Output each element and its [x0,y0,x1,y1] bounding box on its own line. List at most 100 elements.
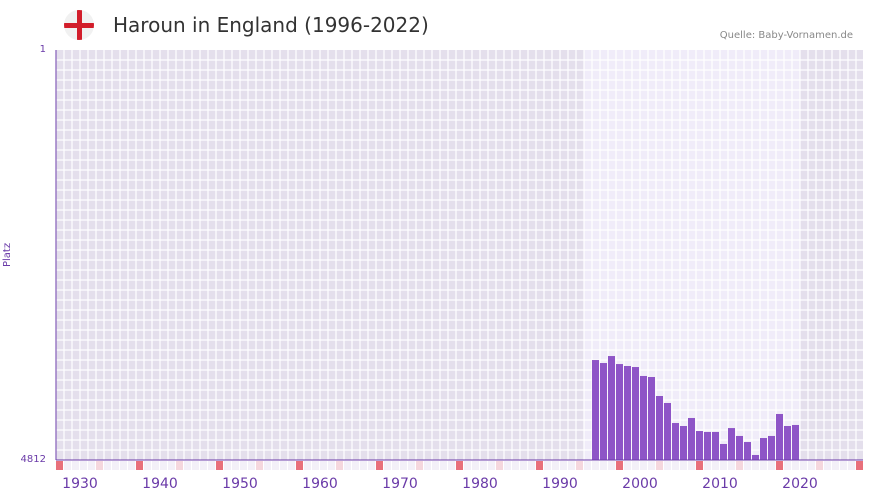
year-marker [104,461,111,470]
year-marker [832,461,839,470]
year-marker [648,461,655,470]
year-marker [288,461,295,470]
year-marker [128,461,135,470]
bar-1998 [608,356,615,460]
bar-2009 [696,431,703,460]
bar-2014 [736,435,743,460]
year-marker [448,461,455,470]
year-marker [552,461,559,470]
bar-1999 [616,364,623,460]
year-marker [496,461,503,470]
x-tick-label: 1960 [302,476,338,492]
year-marker [64,461,71,470]
year-marker [336,461,343,470]
year-marker [456,461,463,470]
year-marker [704,461,711,470]
year-marker [528,461,535,470]
year-marker [256,461,263,470]
year-marker [512,461,519,470]
year-marker [544,461,551,470]
year-marker [216,461,223,470]
year-marker [656,461,663,470]
bar-2000 [624,366,631,460]
year-marker [352,461,359,470]
year-marker [736,461,743,470]
year-marker [728,461,735,470]
year-marker [792,461,799,470]
year-marker [672,461,679,470]
year-marker [400,461,407,470]
y-tick-top: 1 [39,44,46,55]
source-link[interactable]: Quelle: Baby-Vornamen.de [719,30,853,41]
year-marker [576,461,583,470]
year-marker [440,461,447,470]
year-marker [296,461,303,470]
x-tick-label: 1980 [462,476,498,492]
bar-2008 [688,417,695,460]
bar-2006 [672,423,679,460]
year-marker [232,461,239,470]
bar-2018 [768,435,775,460]
year-marker [432,461,439,470]
bar-2015 [744,442,751,460]
bar-2020 [784,425,791,460]
bar-2011 [712,431,719,460]
year-marker [320,461,327,470]
year-marker [96,461,103,470]
bar-2019 [776,413,783,460]
bar-2001 [632,367,639,460]
year-marker [536,461,543,470]
year-marker [360,461,367,470]
year-marker [328,461,335,470]
x-tick-label: 2010 [702,476,738,492]
year-marker [760,461,767,470]
year-marker [504,461,511,470]
year-marker [856,461,863,470]
year-marker [184,461,191,470]
year-marker [200,461,207,470]
year-marker [264,461,271,470]
chart-title: Haroun in England (1996-2022) [113,13,429,37]
year-marker [808,461,815,470]
bar-2013 [728,428,735,460]
year-marker [680,461,687,470]
year-marker [424,461,431,470]
year-marker [472,461,479,470]
year-marker [720,461,727,470]
year-marker [568,461,575,470]
year-marker [384,461,391,470]
year-marker [224,461,231,470]
bar-2003 [648,376,655,460]
year-marker [632,461,639,470]
year-marker [280,461,287,470]
x-tick-label: 2000 [622,476,658,492]
year-marker [848,461,855,470]
year-marker [824,461,831,470]
year-marker [744,461,751,470]
year-marker [752,461,759,470]
year-marker [520,461,527,470]
year-marker [240,461,247,470]
year-marker [120,461,127,470]
x-tick-label: 1930 [62,476,98,492]
x-tick-label: 1950 [222,476,258,492]
x-tick-label: 1940 [142,476,178,492]
year-marker [408,461,415,470]
year-marker [88,461,95,470]
bar-2004 [656,395,663,460]
year-marker [640,461,647,470]
bar-2002 [640,375,647,460]
year-marker [312,461,319,470]
year-marker [304,461,311,470]
year-marker [776,461,783,470]
year-marker [784,461,791,470]
year-marker [768,461,775,470]
year-marker [688,461,695,470]
bar-2005 [664,402,671,460]
year-marker [624,461,631,470]
year-marker [560,461,567,470]
year-marker [152,461,159,470]
year-marker [464,461,471,470]
year-marker [816,461,823,470]
year-marker [56,461,63,470]
